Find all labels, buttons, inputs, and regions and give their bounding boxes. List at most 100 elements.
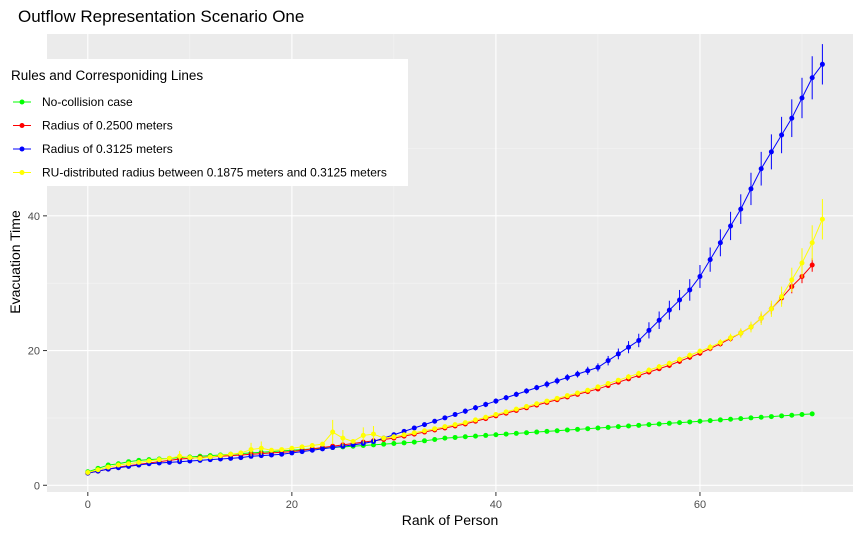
data-point bbox=[411, 430, 417, 436]
data-point bbox=[626, 374, 632, 380]
data-point bbox=[360, 432, 366, 438]
data-point bbox=[636, 370, 642, 376]
data-point bbox=[738, 416, 744, 422]
data-point bbox=[524, 388, 530, 394]
data-point bbox=[789, 277, 795, 283]
data-point bbox=[493, 432, 499, 438]
data-point bbox=[238, 455, 244, 461]
data-point bbox=[626, 423, 632, 429]
data-point bbox=[585, 387, 591, 393]
y-axis-title: Evacuation Time bbox=[7, 210, 23, 314]
data-point bbox=[156, 457, 162, 463]
series-4 bbox=[85, 199, 825, 475]
data-point bbox=[452, 422, 458, 428]
legend-label: No-collision case bbox=[42, 95, 133, 109]
data-point bbox=[289, 445, 295, 451]
data-point bbox=[105, 464, 111, 470]
data-point bbox=[544, 381, 550, 387]
data-point bbox=[248, 447, 254, 453]
data-point bbox=[258, 453, 264, 459]
data-point bbox=[473, 405, 479, 411]
data-point bbox=[268, 447, 274, 453]
data-point bbox=[309, 443, 315, 449]
data-point bbox=[605, 358, 611, 364]
data-point bbox=[462, 434, 468, 440]
data-point bbox=[768, 414, 774, 420]
legend-key-point bbox=[19, 170, 25, 175]
data-point bbox=[136, 459, 142, 465]
data-point bbox=[289, 450, 295, 456]
data-point bbox=[432, 436, 438, 442]
data-point bbox=[779, 132, 785, 138]
data-point bbox=[564, 393, 570, 399]
data-point bbox=[809, 240, 815, 246]
data-point bbox=[207, 454, 213, 460]
data-point bbox=[513, 406, 519, 412]
legend-key-point bbox=[19, 146, 25, 152]
data-point bbox=[656, 421, 662, 427]
data-point bbox=[575, 426, 581, 432]
data-point bbox=[279, 447, 285, 453]
data-point bbox=[279, 451, 285, 457]
data-point bbox=[728, 335, 734, 341]
data-point bbox=[330, 429, 336, 435]
x-tick-label: 40 bbox=[490, 499, 502, 511]
data-point bbox=[299, 444, 305, 450]
data-point bbox=[513, 391, 519, 397]
y-tick-label: 0 bbox=[34, 480, 40, 492]
data-point bbox=[615, 351, 621, 357]
data-point bbox=[677, 420, 683, 426]
data-point bbox=[595, 425, 601, 431]
data-point bbox=[758, 315, 764, 321]
data-point bbox=[707, 344, 713, 350]
data-point bbox=[411, 425, 417, 431]
legend-item: No-collision case bbox=[13, 95, 133, 109]
data-point bbox=[177, 453, 183, 459]
legend-items: No-collision case Radius of 0.2500 meters… bbox=[13, 95, 387, 180]
legend-item: Radius of 0.3125 meters bbox=[13, 142, 173, 156]
legend-item: RU-distributed radius between 0.1875 met… bbox=[13, 166, 387, 180]
data-point bbox=[432, 426, 438, 432]
data-point bbox=[503, 431, 509, 437]
data-point bbox=[421, 438, 427, 444]
data-point bbox=[809, 411, 815, 417]
data-point bbox=[95, 467, 101, 473]
data-point bbox=[126, 461, 132, 467]
data-point bbox=[85, 469, 91, 475]
data-point bbox=[809, 75, 815, 81]
data-point bbox=[503, 409, 509, 415]
y-tick-label: 20 bbox=[28, 346, 40, 358]
data-point bbox=[381, 435, 387, 441]
data-point bbox=[534, 429, 540, 435]
data-point bbox=[493, 412, 499, 418]
series-layer bbox=[85, 44, 825, 476]
data-point bbox=[258, 445, 264, 451]
data-point bbox=[738, 330, 744, 336]
legend-item: Radius of 0.2500 meters bbox=[13, 119, 173, 133]
data-point bbox=[381, 441, 387, 447]
data-point bbox=[605, 424, 611, 430]
data-point bbox=[687, 352, 693, 358]
data-point bbox=[819, 216, 825, 222]
data-point bbox=[401, 432, 407, 438]
data-point bbox=[217, 453, 223, 459]
data-point bbox=[636, 422, 642, 428]
data-point bbox=[340, 435, 346, 441]
data-point bbox=[717, 240, 723, 246]
data-point bbox=[483, 414, 489, 420]
legend: Rules and Corresponiding Lines No-collis… bbox=[5, 59, 408, 186]
data-point bbox=[748, 324, 754, 330]
chart-title: Outflow Representation Scenario One bbox=[18, 7, 304, 26]
data-point bbox=[585, 368, 591, 374]
data-point bbox=[421, 428, 427, 434]
data-point bbox=[809, 262, 815, 268]
legend-key-point bbox=[19, 123, 25, 128]
data-point bbox=[799, 412, 805, 418]
data-point bbox=[564, 375, 570, 380]
data-point bbox=[197, 455, 203, 461]
data-point bbox=[707, 418, 713, 424]
x-tick-label: 0 bbox=[85, 499, 91, 511]
data-point bbox=[585, 426, 591, 432]
data-point bbox=[524, 430, 530, 436]
data-point bbox=[503, 395, 509, 401]
